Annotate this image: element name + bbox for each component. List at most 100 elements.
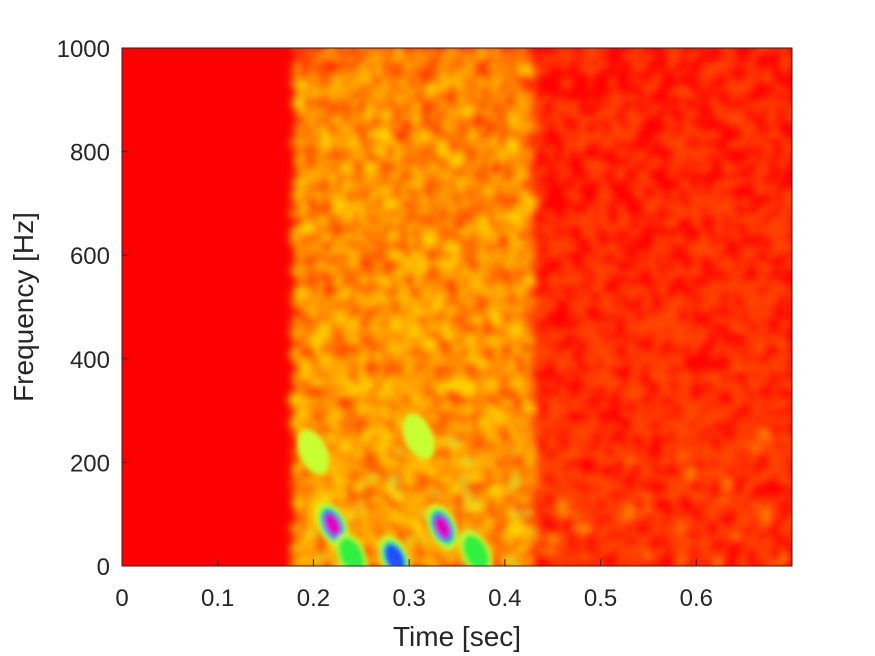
heatmap-cell	[296, 122, 309, 134]
heatmap-cell	[736, 247, 743, 258]
heatmap-cell	[692, 219, 701, 230]
heatmap-cell	[560, 290, 568, 303]
heatmap-cell	[617, 203, 628, 213]
heatmap-cell	[429, 453, 439, 466]
heatmap-cell	[579, 391, 593, 400]
heatmap-cell	[644, 401, 655, 413]
heatmap-cell	[314, 379, 327, 386]
heatmap-cell	[730, 476, 738, 487]
heatmap-cell	[694, 212, 708, 219]
heatmap-cell	[628, 272, 636, 280]
heatmap-cell	[612, 376, 623, 390]
heatmap-cell	[672, 349, 686, 366]
heatmap-cell	[388, 308, 401, 319]
heatmap-cell	[528, 63, 535, 77]
heatmap-cell	[389, 178, 400, 192]
heatmap-cell	[599, 95, 607, 107]
heatmap-cell	[387, 432, 402, 440]
heatmap-cell	[621, 465, 634, 477]
heatmap-cell	[642, 385, 650, 398]
heatmap-cell	[643, 548, 652, 565]
heatmap-cell	[664, 102, 674, 111]
heatmap-cell	[417, 401, 426, 416]
heatmap-cell	[768, 142, 776, 155]
heatmap-cell	[527, 289, 534, 300]
heatmap-cell	[766, 540, 775, 555]
heatmap-cell	[443, 410, 450, 421]
heatmap-cell	[709, 150, 718, 158]
heatmap-cell	[601, 262, 608, 278]
heatmap-cell	[657, 509, 667, 522]
heatmap-cell	[601, 189, 616, 204]
heatmap-cell	[672, 70, 686, 80]
heatmap-cell	[390, 240, 400, 249]
heatmap-cell	[680, 98, 687, 111]
heatmap-cell	[541, 181, 551, 189]
heatmap-cell	[736, 464, 744, 477]
heatmap-cell	[540, 118, 550, 132]
heatmap-cell	[737, 455, 747, 464]
heatmap-cell	[631, 93, 641, 105]
heatmap-cell	[587, 358, 596, 374]
heatmap-cell	[783, 496, 792, 503]
heatmap-cell	[713, 302, 723, 318]
heatmap-cell	[755, 127, 764, 135]
heatmap-cell	[785, 351, 792, 358]
heatmap-cell	[642, 464, 657, 475]
heatmap-cell	[574, 243, 581, 252]
heatmap-cell	[330, 390, 338, 405]
heatmap-cell	[752, 249, 760, 261]
heatmap-cell	[572, 465, 583, 475]
heatmap-cell	[646, 528, 654, 544]
heatmap-cell	[761, 370, 772, 386]
heatmap-cell	[368, 95, 377, 107]
heatmap-cell	[784, 244, 792, 253]
heatmap-cell	[774, 375, 786, 391]
heatmap-cell	[611, 472, 620, 479]
heatmap-cell	[716, 240, 728, 252]
heatmap-cell	[713, 221, 722, 230]
heatmap-cell	[685, 553, 698, 560]
heatmap-cell	[782, 188, 792, 197]
heatmap-cell	[559, 528, 570, 545]
heatmap-cell	[696, 368, 706, 375]
heatmap-cell	[619, 482, 627, 493]
heatmap-cell	[717, 332, 724, 346]
heatmap-cell	[621, 221, 632, 232]
heatmap-cell	[735, 310, 747, 317]
heatmap-cell	[652, 495, 660, 503]
heatmap-cell	[371, 174, 383, 190]
heatmap-cell	[761, 73, 775, 85]
heatmap-cell	[601, 555, 608, 566]
heatmap-cell	[355, 84, 365, 95]
heatmap-cell	[360, 180, 368, 189]
heatmap-cell	[644, 286, 652, 294]
heatmap-cell	[763, 164, 771, 179]
heatmap-cell	[771, 293, 780, 308]
heatmap-cell	[764, 64, 774, 76]
heatmap-cell	[535, 255, 545, 272]
heatmap-cell	[323, 276, 336, 287]
heatmap-cell	[554, 433, 563, 445]
heatmap-cell	[352, 381, 360, 397]
heatmap-cell	[691, 432, 700, 444]
heatmap-cell	[412, 81, 424, 98]
heatmap-cell	[740, 414, 748, 427]
heatmap-cell	[721, 60, 733, 69]
heatmap-cell	[606, 235, 617, 244]
heatmap-cell	[561, 388, 572, 397]
heatmap-cell	[298, 81, 308, 97]
heatmap-cell	[629, 308, 636, 323]
heatmap-cell	[729, 342, 740, 351]
heatmap-cell	[399, 48, 411, 54]
heatmap-cell	[358, 229, 370, 244]
heatmap-cell	[438, 558, 448, 566]
heatmap-cell	[738, 196, 753, 209]
heatmap-cell	[713, 85, 721, 94]
heatmap-cell	[426, 246, 433, 261]
heatmap-cell	[652, 214, 659, 229]
heatmap-cell	[517, 81, 531, 88]
heatmap-cell	[707, 237, 716, 244]
heatmap-cell	[764, 309, 777, 319]
